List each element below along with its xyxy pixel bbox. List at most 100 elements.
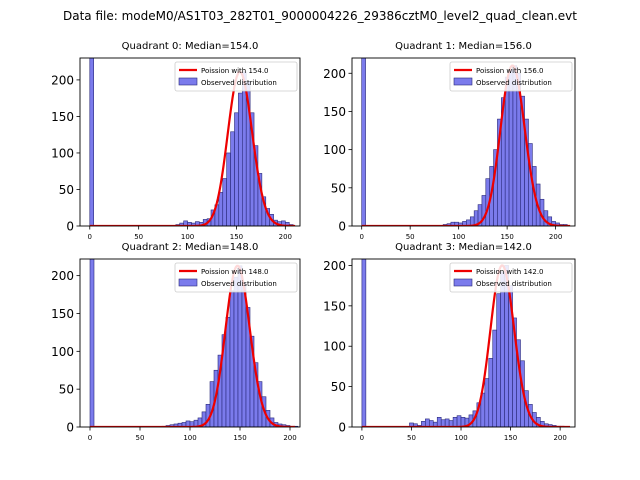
histogram-bar	[233, 276, 239, 427]
histogram-bar	[456, 415, 462, 427]
y-tick-label: 200	[51, 73, 74, 87]
x-tick-label: 0	[359, 233, 363, 241]
x-tick-label: 200	[279, 233, 292, 241]
legend-label-fit: Poission with 142.0	[476, 268, 544, 276]
histogram-bar	[436, 417, 442, 427]
histogram-bar	[425, 418, 430, 427]
legend-bar-swatch	[453, 278, 473, 287]
legend-label-fit: Poission with 156.0	[476, 67, 544, 75]
x-tick-label: 150	[233, 434, 246, 442]
y-tick-label: 150	[323, 299, 346, 313]
x-tick-label: 150	[500, 233, 513, 241]
histogram-bar	[504, 76, 510, 226]
histogram-bar	[484, 378, 490, 427]
x-tick-label: 0	[88, 233, 92, 241]
x-tick-label: 150	[230, 233, 243, 241]
x-tick-label: 50	[136, 434, 145, 442]
axes-frame	[351, 258, 576, 428]
axes-frame	[351, 57, 576, 227]
poisson-fit-line	[89, 70, 296, 226]
x-tick-label: 0	[88, 434, 92, 442]
poisson-fit-line	[361, 264, 571, 427]
histogram-bar	[241, 282, 247, 427]
x-tick-label: 200	[553, 434, 566, 442]
histogram-bars	[89, 58, 296, 226]
legend: Poission with 142.0 Observed distribution	[449, 262, 573, 293]
y-tick-label: 150	[51, 110, 74, 124]
legend-label-fit: Poission with 154.0	[201, 67, 269, 75]
subplot-title: Quadrant 1: Median=156.0	[395, 41, 532, 52]
legend: Poission with 156.0 Observed distribution	[449, 61, 573, 92]
histogram-bar	[238, 92, 243, 226]
legend: Poission with 154.0 Observed distribution	[174, 61, 298, 92]
y-tick-label: 100	[51, 345, 74, 359]
x-tick-label: 100	[183, 434, 196, 442]
legend-label-observed: Observed distribution	[201, 79, 277, 87]
y-tick-label: 200	[51, 269, 74, 283]
legend-box	[174, 262, 298, 293]
histogram-bar	[229, 290, 235, 427]
histogram-bar	[500, 271, 505, 427]
y-tick-label: 100	[51, 146, 74, 160]
histogram-bar	[218, 192, 224, 226]
legend-label-observed: Observed distribution	[476, 280, 552, 288]
legend-box	[449, 262, 573, 293]
y-tick-label: 150	[51, 307, 74, 321]
legend-box	[449, 61, 573, 92]
histogram-bar	[225, 316, 231, 427]
subplot-quadrant-0: Quadrant 0: Median=154.0 0 50 100 150 200 0 50 1…	[51, 41, 301, 241]
x-tick-label: 50	[134, 233, 143, 241]
y-tick-label: 200	[323, 259, 346, 273]
x-tick-label: 50	[407, 434, 416, 442]
histogram-bar	[444, 418, 450, 427]
histogram-bar	[452, 417, 458, 427]
legend-bar-swatch	[178, 278, 198, 287]
histogram-bar	[89, 259, 95, 427]
x-tick-label: 100	[454, 434, 467, 442]
histogram-bars	[89, 259, 299, 427]
x-tick-label: 0	[360, 434, 364, 442]
y-tick-label: 0	[338, 421, 346, 435]
histogram-bars	[361, 259, 571, 427]
histogram-bar	[508, 69, 514, 226]
legend-box	[174, 61, 298, 92]
subplot-quadrant-3: Quadrant 3: Median=142.0 0 50 100 150 200 0 50 1…	[323, 242, 576, 442]
subplot-quadrant-1: Quadrant 1: Median=156.0 0 50 100 150 200 0 50 1…	[323, 41, 576, 241]
histogram-bar	[361, 58, 366, 226]
x-tick-label: 50	[406, 233, 415, 241]
subplot-title: Quadrant 0: Median=154.0	[122, 41, 259, 52]
y-tick-label: 0	[66, 220, 74, 234]
y-tick-label: 100	[323, 340, 346, 354]
histogram-bar	[230, 131, 235, 226]
subplots-grid: Quadrant 0: Median=154.0 0 50 100 150 200 0 50 1…	[51, 41, 576, 442]
legend-bar-swatch	[178, 77, 198, 86]
histogram-bar	[496, 293, 501, 427]
y-tick-label: 0	[338, 220, 346, 234]
y-tick-label: 0	[66, 421, 74, 435]
x-tick-label: 100	[181, 233, 194, 241]
x-tick-label: 200	[283, 434, 296, 442]
legend: Poission with 148.0 Observed distribution	[174, 262, 298, 293]
y-tick-label: 50	[59, 183, 74, 197]
histogram-bar	[488, 358, 494, 427]
figure-suptitle: Data file: modeM0/AS1T03_282T01_90000042…	[63, 9, 577, 23]
y-tick-label: 50	[59, 383, 74, 397]
axes-frame	[79, 57, 301, 227]
x-tick-label: 150	[504, 434, 517, 442]
y-tick-label: 100	[323, 143, 346, 157]
legend-label-observed: Observed distribution	[476, 79, 552, 87]
legend-bar-swatch	[453, 77, 473, 86]
subplot-title: Quadrant 2: Median=148.0	[122, 242, 259, 253]
histogram-bar	[242, 71, 247, 226]
histogram-bar	[492, 329, 498, 427]
y-tick-label: 150	[323, 105, 346, 119]
y-tick-label: 200	[323, 67, 346, 81]
x-tick-label: 100	[452, 233, 465, 241]
histogram-bar	[222, 178, 227, 226]
y-tick-label: 50	[331, 181, 346, 195]
legend-label-observed: Observed distribution	[201, 280, 277, 288]
subplot-title: Quadrant 3: Median=142.0	[395, 242, 532, 253]
histogram-bar	[234, 112, 239, 226]
x-tick-label: 200	[549, 233, 562, 241]
legend-label-fit: Poission with 148.0	[201, 268, 269, 276]
